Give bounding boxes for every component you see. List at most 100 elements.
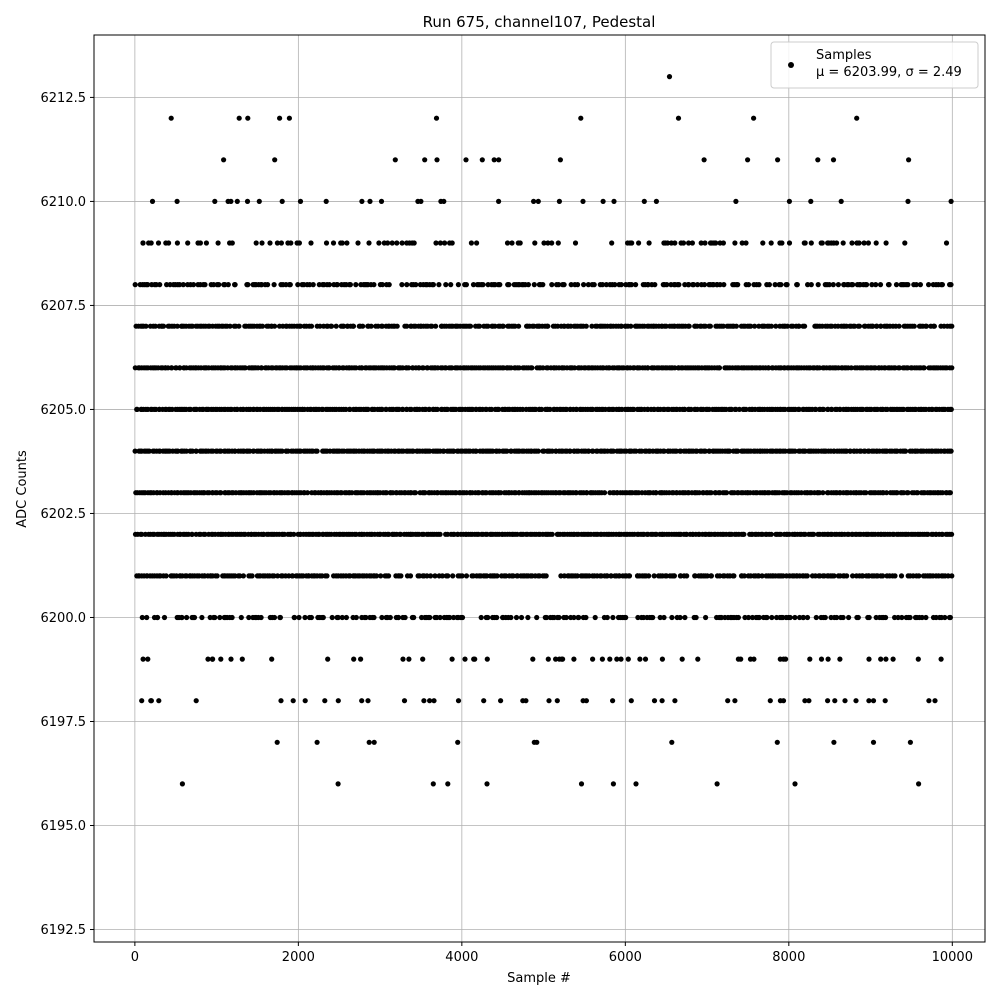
data-point (727, 448, 733, 454)
data-point (296, 240, 302, 246)
data-point (600, 198, 606, 204)
data-point (149, 198, 156, 204)
data-point (326, 365, 332, 371)
data-point (732, 698, 738, 704)
data-point (433, 323, 439, 329)
data-point (189, 448, 196, 454)
legend-box (770, 41, 979, 89)
data-point (693, 614, 699, 621)
data-point (769, 614, 775, 621)
data-point (807, 656, 813, 662)
data-point (184, 614, 190, 621)
data-point (921, 365, 927, 371)
data-point (310, 282, 316, 288)
data-point (618, 656, 624, 662)
data-point (218, 656, 224, 662)
data-point (783, 656, 789, 662)
data-point (907, 739, 914, 745)
data-point (735, 282, 741, 288)
data-point (434, 406, 440, 412)
data-point (392, 157, 398, 163)
data-point (751, 656, 757, 662)
y-axis-label: ADC Counts (15, 450, 30, 528)
data-point (732, 240, 738, 246)
data-point (689, 240, 696, 246)
data-point (578, 115, 584, 121)
data-point (535, 448, 541, 454)
data-point (903, 448, 909, 454)
data-point (509, 240, 515, 246)
data-point (694, 282, 701, 288)
data-point (663, 323, 669, 329)
data-point (146, 448, 152, 454)
data-point (819, 240, 825, 246)
data-point (308, 614, 314, 621)
data-point (271, 614, 278, 621)
data-point (359, 198, 365, 204)
data-point (583, 614, 589, 621)
data-point (427, 614, 433, 621)
data-point (468, 240, 474, 246)
data-point (877, 282, 884, 288)
legend-marker (788, 62, 794, 68)
data-point (225, 282, 231, 288)
data-point (335, 698, 341, 704)
data-point (363, 614, 369, 621)
data-point (371, 614, 377, 621)
data-point (431, 698, 437, 704)
data-point (749, 614, 756, 621)
data-point (865, 240, 872, 246)
data-point (394, 240, 400, 246)
data-point (610, 448, 617, 454)
data-point (161, 614, 168, 621)
data-point (832, 698, 838, 704)
data-point (752, 323, 758, 329)
data-point (602, 490, 608, 496)
data-point (498, 698, 504, 704)
data-point (947, 614, 954, 621)
data-point (516, 323, 522, 329)
data-point (628, 282, 635, 288)
data-point (586, 448, 592, 454)
data-point (931, 323, 938, 329)
data-point (140, 240, 146, 246)
data-point (721, 282, 727, 288)
data-point (890, 656, 896, 662)
data-point (768, 531, 774, 537)
data-point (948, 448, 954, 454)
data-point (949, 323, 955, 329)
data-point (830, 282, 836, 288)
data-point (543, 573, 549, 579)
data-point (166, 240, 172, 246)
data-point (256, 198, 262, 204)
data-point (618, 323, 625, 329)
data-point (604, 614, 610, 621)
data-point (179, 781, 185, 787)
data-point (470, 282, 477, 288)
data-point (830, 157, 837, 163)
data-point (480, 282, 486, 288)
data-point (672, 698, 678, 704)
data-point (943, 240, 950, 246)
data-point (353, 614, 359, 621)
data-point (351, 656, 357, 662)
data-point (623, 614, 629, 621)
data-point (335, 781, 341, 787)
data-point (861, 240, 867, 246)
data-point (911, 323, 917, 329)
plot-frame (93, 34, 986, 943)
data-point (611, 198, 617, 204)
data-point (532, 240, 538, 246)
data-point (585, 282, 592, 288)
data-point (741, 573, 748, 579)
data-point (366, 240, 372, 246)
data-point (228, 198, 234, 204)
data-point (432, 573, 438, 579)
data-point (478, 614, 484, 621)
data-point (779, 240, 785, 246)
data-point (221, 157, 227, 163)
data-point (756, 614, 762, 621)
data-point (825, 698, 831, 704)
data-point (534, 739, 540, 745)
